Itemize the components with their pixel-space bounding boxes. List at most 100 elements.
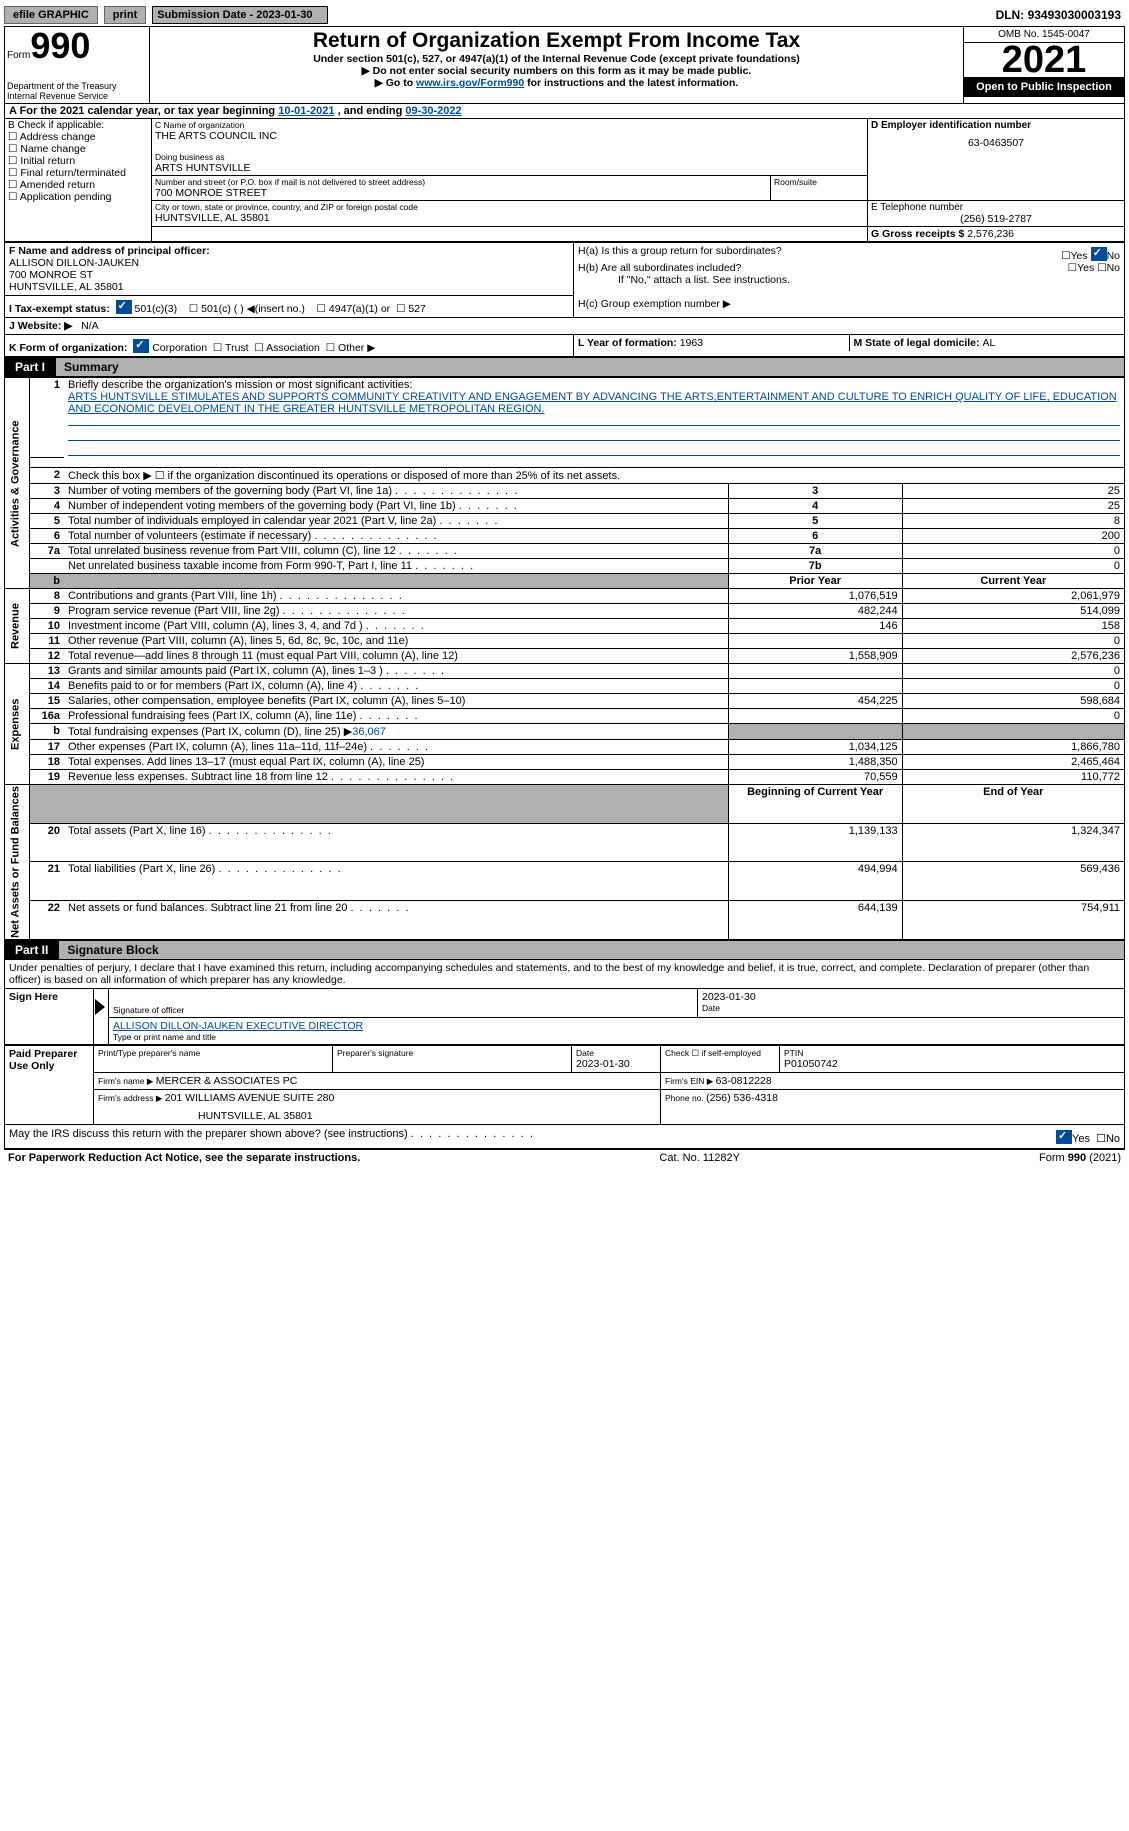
ein-value: 63-0463507 (871, 131, 1121, 149)
discuss-row: May the IRS discuss this return with the… (4, 1125, 1125, 1149)
hc-label: H(c) Group exemption number ▶ (578, 298, 731, 310)
val-4: 25 (902, 499, 1124, 514)
ptin: P01050742 (784, 1058, 1120, 1070)
firm-addr1: 201 WILLIAMS AVENUE SUITE 280 (165, 1092, 335, 1104)
line-4: Number of independent voting members of … (64, 499, 728, 514)
hb-yesno: ☐Yes ☐No (1068, 262, 1120, 274)
chk-address-change[interactable]: ☐ Address change (8, 131, 148, 143)
b-header: B Check if applicable: (8, 120, 148, 131)
form-number: 990 (30, 25, 90, 66)
officer-name-title: ALLISON DILLON-JAUKEN EXECUTIVE DIRECTOR (113, 1020, 1120, 1032)
website-value: N/A (81, 320, 99, 332)
chk-application-pending[interactable]: ☐ Application pending (8, 191, 148, 203)
end-year-hdr: End of Year (902, 785, 1124, 824)
sig-date: 2023-01-30 (702, 991, 1120, 1003)
firm-phone: (256) 536-4318 (706, 1092, 778, 1104)
gross-receipts: 2,576,236 (967, 228, 1014, 240)
irs-label: Internal Revenue Service (7, 91, 147, 101)
paid-preparer-block: Paid Preparer Use Only Print/Type prepar… (4, 1045, 1125, 1125)
sign-here-block: Sign Here Signature of officer 2023-01-3… (4, 988, 1125, 1045)
side-nafb: Net Assets or Fund Balances (5, 785, 30, 940)
arrow-icon (95, 999, 108, 1015)
summary-table: Activities & Governance 1 Briefly descri… (4, 377, 1125, 940)
section-fh: F Name and address of principal officer:… (4, 242, 1125, 357)
tax-year: 2021 (964, 43, 1124, 77)
line-2: Check this box ▶ ☐ if the organization d… (64, 468, 1125, 484)
year-formation: 1963 (680, 337, 703, 349)
form-footer: For Paperwork Reduction Act Notice, see … (4, 1149, 1125, 1166)
city-value: HUNTSVILLE, AL 35801 (155, 212, 864, 224)
side-exp: Expenses (5, 664, 30, 785)
print-button[interactable]: print (104, 6, 146, 24)
side-ag: Activities & Governance (5, 378, 30, 589)
part1-header: Part I Summary (4, 357, 1125, 377)
discuss-yes-check[interactable] (1056, 1130, 1072, 1144)
perjury-declaration: Under penalties of perjury, I declare th… (4, 960, 1125, 988)
top-toolbar: efile GRAPHIC print Submission Date - 20… (4, 4, 1125, 26)
val-3: 25 (902, 484, 1124, 499)
d-ein-label: D Employer identification number (871, 120, 1121, 131)
mission-text: ARTS HUNTSVILLE STIMULATES AND SUPPORTS … (68, 391, 1117, 415)
k-label: K Form of organization: (9, 342, 127, 354)
submission-date-box: Submission Date - 2023-01-30 (152, 6, 327, 24)
officer-street: 700 MONROE ST (9, 269, 93, 281)
room-label: Room/suite (774, 177, 864, 187)
val-5: 8 (902, 514, 1124, 529)
dln: DLN: 93493030003193 (996, 8, 1125, 22)
e-phone-label: E Telephone number (871, 202, 1121, 213)
ha-no-checked[interactable] (1091, 247, 1107, 261)
org-name: THE ARTS COUNCIL INC (155, 130, 864, 142)
side-rev: Revenue (5, 589, 30, 664)
ha-label: H(a) Is this a group return for subordin… (578, 245, 782, 262)
form-header: Form990 Department of the Treasury Inter… (4, 26, 1125, 104)
firm-addr2: HUNTSVILLE, AL 35801 (98, 1104, 656, 1122)
i-label: I Tax-exempt status: (9, 303, 110, 315)
chk-final-return[interactable]: ☐ Final return/terminated (8, 167, 148, 179)
line-7a: Total unrelated business revenue from Pa… (64, 544, 728, 559)
city-label: City or town, state or province, country… (155, 202, 864, 212)
hb-label: H(b) Are all subordinates included? (578, 262, 741, 274)
beg-year-hdr: Beginning of Current Year (728, 785, 902, 824)
state-domicile: AL (982, 337, 995, 349)
dba-label: Doing business as (155, 152, 864, 162)
j-label: J Website: ▶ (9, 320, 72, 332)
ppu-label: Paid Preparer Use Only (5, 1045, 94, 1124)
sign-here-label: Sign Here (5, 988, 94, 1044)
val-7a: 0 (902, 544, 1124, 559)
hb-note: If "No," attach a list. See instructions… (578, 274, 1120, 286)
prior-year-hdr: Prior Year (728, 574, 902, 589)
firm-name: MERCER & ASSOCIATES PC (156, 1075, 298, 1087)
line-7b: Net unrelated business taxable income fr… (64, 559, 728, 574)
section-bcd: B Check if applicable: ☐ Address change … (4, 118, 1125, 242)
firm-ein: 63-0812228 (716, 1075, 772, 1087)
ha-yesno: ☐Yes No (1061, 245, 1120, 262)
street-value: 700 MONROE STREET (155, 187, 767, 199)
dba-value: ARTS HUNTSVILLE (155, 162, 864, 174)
form-word: Form (7, 50, 30, 61)
efile-graphic-button[interactable]: efile GRAPHIC (4, 6, 98, 24)
val-7b: 0 (902, 559, 1124, 574)
val-6: 200 (902, 529, 1124, 544)
subtitle-1: Under section 501(c), 527, or 4947(a)(1)… (152, 53, 961, 65)
i-501c3-check[interactable] (116, 300, 132, 314)
street-label: Number and street (or P.O. box if mail i… (155, 177, 767, 187)
subtitle-3: ▶ Go to www.irs.gov/Form990 for instruct… (152, 77, 961, 89)
line-6: Total number of volunteers (estimate if … (64, 529, 728, 544)
dept-treasury: Department of the Treasury (7, 81, 147, 91)
irs-form990-link[interactable]: www.irs.gov/Form990 (416, 77, 524, 89)
chk-amended-return[interactable]: ☐ Amended return (8, 179, 148, 191)
chk-name-change[interactable]: ☐ Name change (8, 143, 148, 155)
f-label: F Name and address of principal officer: (9, 245, 210, 257)
officer-city: HUNTSVILLE, AL 35801 (9, 281, 124, 293)
phone-value: (256) 519-2787 (871, 213, 1121, 225)
subtitle-2: ▶ Do not enter social security numbers o… (152, 65, 961, 77)
g-gross-label: G Gross receipts $ (871, 228, 967, 240)
chk-initial-return[interactable]: ☐ Initial return (8, 155, 148, 167)
line-a-tax-year: A For the 2021 calendar year, or tax yea… (4, 104, 1125, 118)
current-year-hdr: Current Year (902, 574, 1124, 589)
part2-header: Part II Signature Block (4, 940, 1125, 960)
k-corp-check[interactable] (133, 339, 149, 353)
officer-name: ALLISON DILLON-JAUKEN (9, 257, 139, 269)
line-5: Total number of individuals employed in … (64, 514, 728, 529)
form-title: Return of Organization Exempt From Incom… (152, 29, 961, 53)
